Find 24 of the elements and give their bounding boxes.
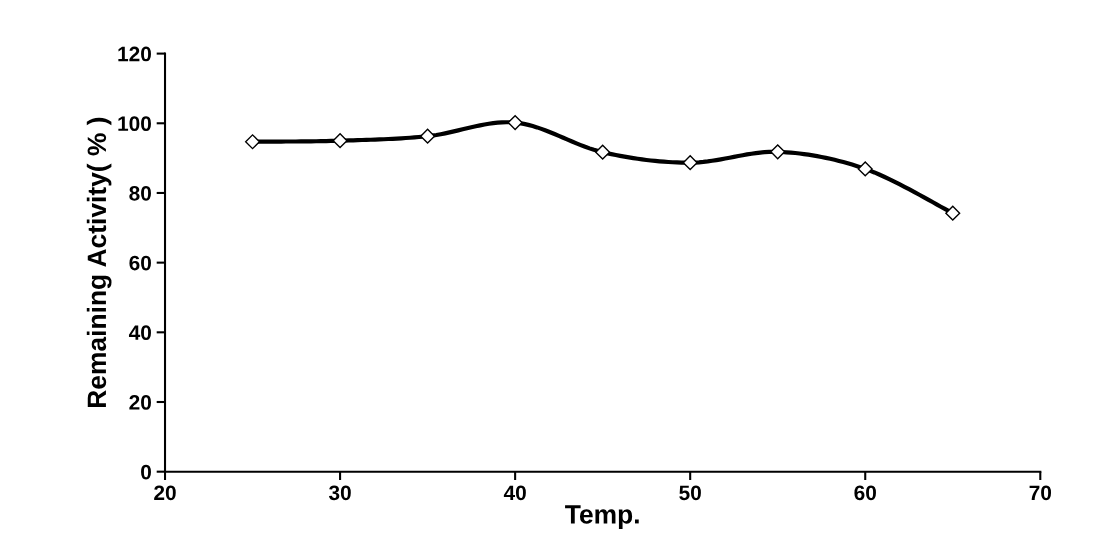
point	[507, 115, 523, 131]
x-axis-title: Temp.	[565, 505, 639, 529]
x-tick-label: 60	[854, 485, 876, 501]
point	[420, 128, 436, 144]
x-tick-label: 30	[328, 485, 351, 501]
x-tick-label: 20	[154, 485, 176, 501]
point	[945, 205, 961, 221]
x-tick-label: 50	[679, 485, 701, 501]
y-tick-label: 0	[141, 464, 151, 480]
point	[770, 144, 786, 160]
y-tick-label: 100	[118, 116, 151, 132]
y-tick-label: 80	[129, 185, 151, 201]
y-tick-label: 20	[129, 395, 151, 410]
x-tick-label: 70	[1029, 485, 1052, 501]
y-axis-title: Remaining Activity( % )	[86, 117, 112, 407]
point	[332, 133, 348, 149]
point	[595, 144, 611, 160]
y-tick-label: 60	[129, 255, 151, 271]
y-tick-label: 120	[118, 46, 151, 62]
point	[244, 134, 261, 150]
x-tick-label: 40	[503, 485, 526, 501]
y-tick-label: 40	[128, 325, 151, 341]
point	[857, 161, 873, 177]
point	[682, 155, 698, 171]
